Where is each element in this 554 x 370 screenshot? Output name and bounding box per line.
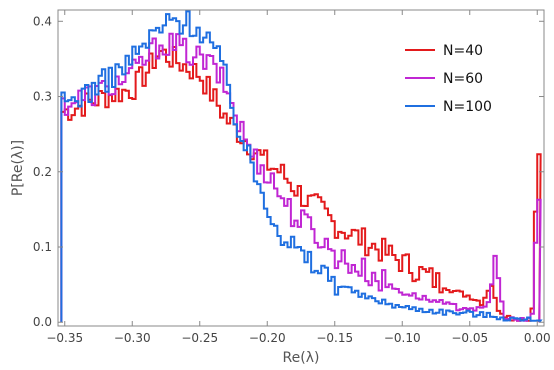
legend-label-2: N=100 <box>443 99 492 115</box>
y-tick-label: 0.1 <box>33 240 52 254</box>
series-line-1 <box>60 32 542 323</box>
plot-frame <box>57 9 545 327</box>
x-tick-label: −0.25 <box>181 331 218 345</box>
x-tick-label: 0.00 <box>524 331 551 345</box>
y-tick-label: 0.3 <box>33 90 52 104</box>
x-tick-label: −0.35 <box>46 331 83 345</box>
series-line-0 <box>60 46 542 323</box>
x-axis: −0.35 −0.30 −0.25 −0.20 −0.15 −0.10 −0.05 0.00 <box>46 10 551 345</box>
y-tick-label: 0.4 <box>33 14 52 28</box>
legend: N=40 N=60 N=100 <box>405 43 492 115</box>
series-line-2 <box>60 10 543 323</box>
x-tick-label: −0.05 <box>451 331 488 345</box>
legend-label-0: N=40 <box>443 43 483 59</box>
x-tick-label: −0.10 <box>384 331 421 345</box>
x-tick-label: −0.30 <box>114 331 151 345</box>
x-axis-label: Re(λ) <box>283 350 320 366</box>
x-tick-label: −0.20 <box>249 331 286 345</box>
x-tick-label: −0.15 <box>316 331 353 345</box>
y-tick-label: 0.0 <box>33 315 52 329</box>
series-layer <box>60 10 543 323</box>
y-tick-label: 0.2 <box>33 165 52 179</box>
y-axis-label: P[Re(λ)] <box>10 140 26 196</box>
legend-label-1: N=60 <box>443 71 483 87</box>
y-axis: 0.0 0.1 0.2 0.3 0.4 <box>33 14 544 329</box>
